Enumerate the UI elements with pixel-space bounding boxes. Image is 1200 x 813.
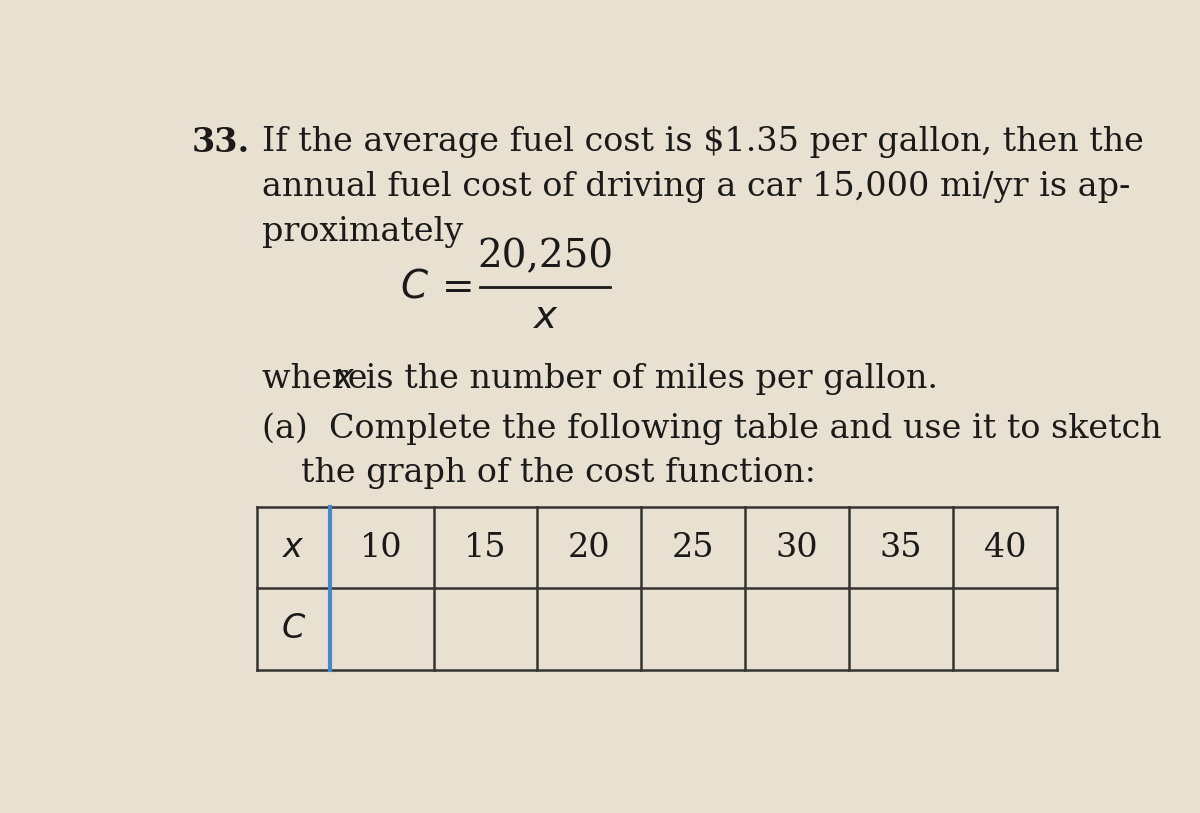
Text: 33.: 33. (192, 126, 250, 159)
Text: is the number of miles per gallon.: is the number of miles per gallon. (355, 363, 937, 395)
Text: $x$: $x$ (334, 363, 356, 395)
Text: proximately: proximately (262, 216, 463, 248)
Text: $x$: $x$ (532, 298, 558, 336)
Text: 20,250: 20,250 (478, 238, 613, 276)
Text: 20: 20 (568, 532, 611, 563)
Text: 25: 25 (672, 532, 714, 563)
Text: If the average fuel cost is $1.35 per gallon, then the: If the average fuel cost is $1.35 per ga… (262, 126, 1144, 158)
Text: the graph of the cost function:: the graph of the cost function: (301, 458, 816, 489)
Text: (a)  Complete the following table and use it to sketch: (a) Complete the following table and use… (262, 412, 1162, 445)
Text: 35: 35 (880, 532, 923, 563)
Text: $=$: $=$ (433, 268, 472, 306)
Text: where: where (262, 363, 378, 395)
Text: annual fuel cost of driving a car 15,000 mi/yr is ap-: annual fuel cost of driving a car 15,000… (262, 171, 1130, 202)
Text: $C$: $C$ (400, 268, 430, 306)
Text: $C$: $C$ (281, 613, 306, 645)
Text: 30: 30 (775, 532, 818, 563)
Text: 15: 15 (464, 532, 506, 563)
Text: $x$: $x$ (282, 532, 305, 563)
Text: 40: 40 (984, 532, 1026, 563)
Text: 10: 10 (360, 532, 403, 563)
